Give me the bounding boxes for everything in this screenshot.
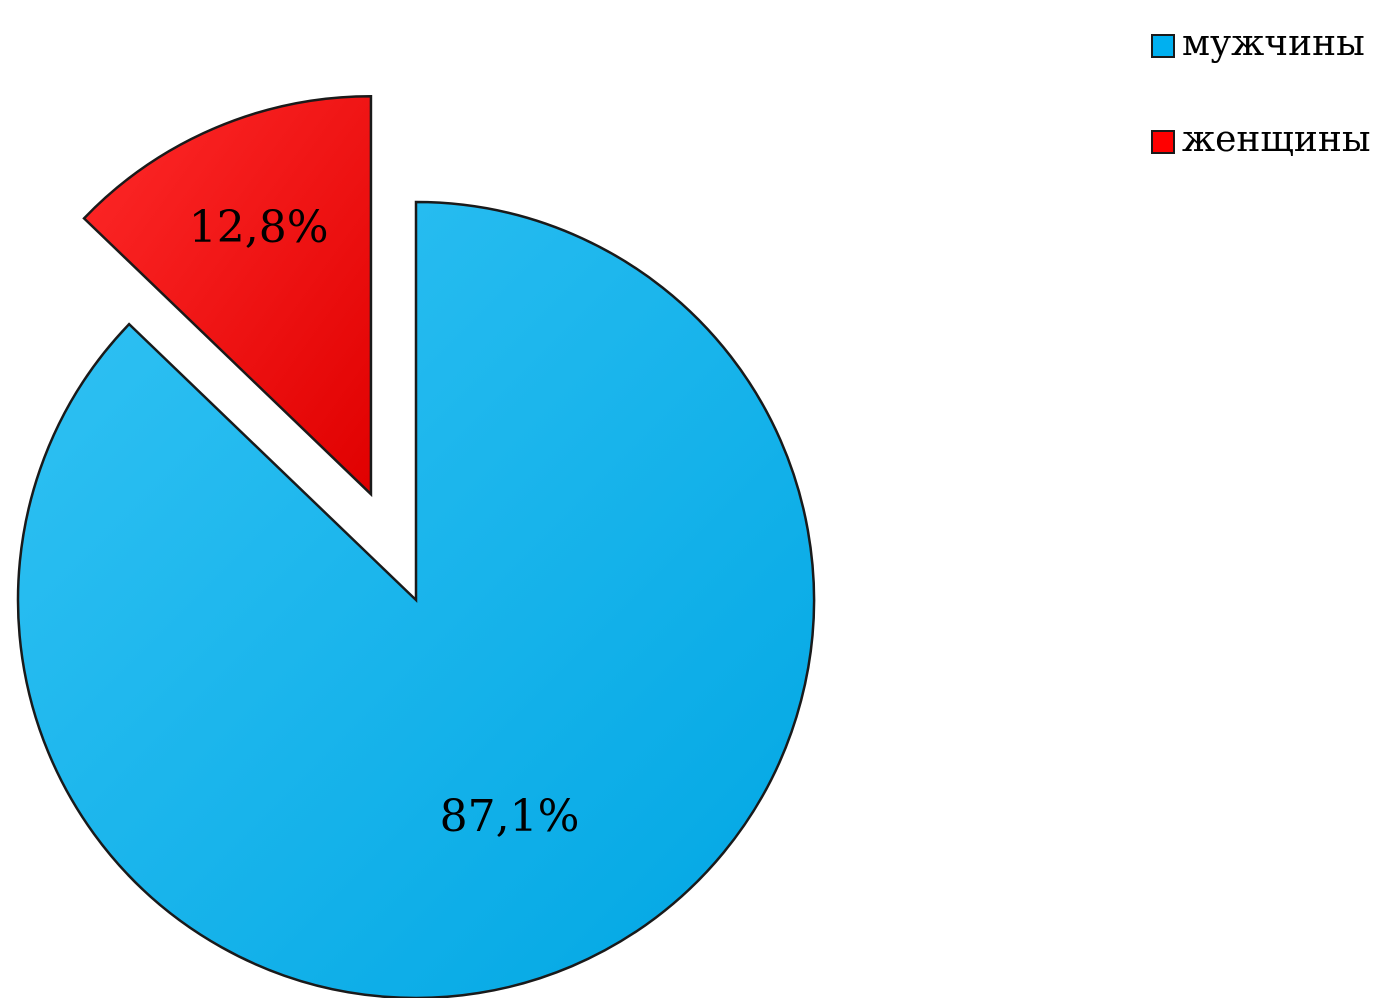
slice-label-1: 12,8%	[189, 202, 329, 253]
chart-legend: мужчины женщины	[1151, 23, 1371, 160]
pie-slice-0	[16, 200, 816, 998]
legend-label-1: женщины	[1182, 119, 1371, 160]
legend-swatch-1	[1151, 130, 1175, 154]
legend-label-0: мужчины	[1182, 23, 1365, 64]
pie-slice-1	[82, 94, 373, 498]
legend-swatch-0	[1151, 34, 1175, 58]
pie-slices	[16, 94, 816, 998]
pie-slice-labels: 87,1% 12,8%	[189, 202, 580, 842]
slice-label-0: 87,1%	[440, 791, 580, 842]
